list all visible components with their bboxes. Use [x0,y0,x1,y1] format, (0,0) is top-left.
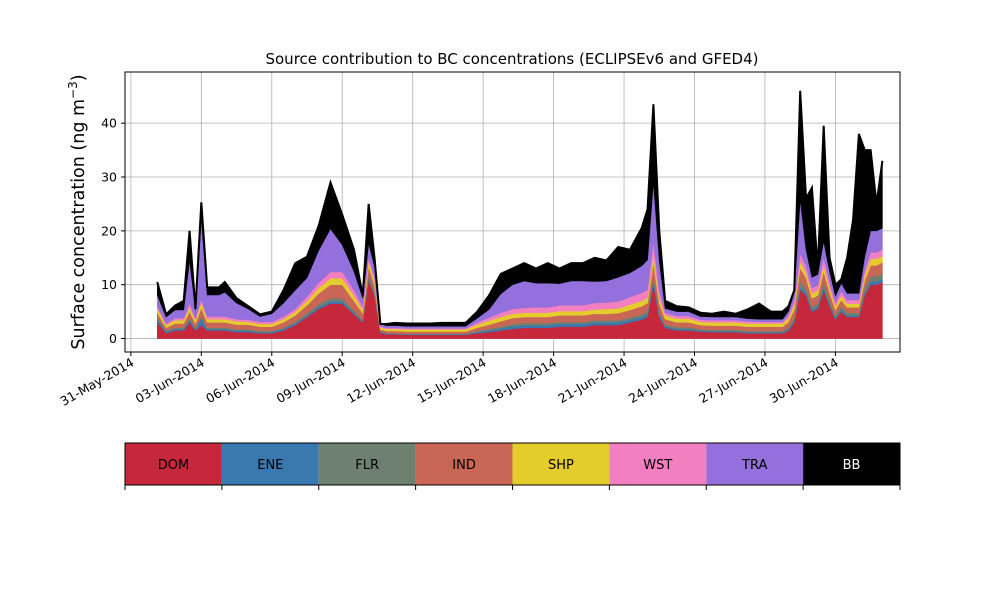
y-tick-label: 40 [101,116,117,131]
legend-label-ind: IND [452,458,476,473]
legend-swatch-bb [803,443,900,485]
x-tick-label: 09-Jun-2014 [274,355,348,406]
x-tick-label: 15-Jun-2014 [414,355,488,406]
legend-label-wst: WST [643,458,672,473]
y-axis-ticks: 0 10 20 30 40 [101,116,125,346]
legend-label-dom: DOM [158,458,189,473]
x-tick-label: 27-Jun-2014 [696,355,770,406]
x-tick-label: 18-Jun-2014 [485,355,559,406]
legend-label-ene: ENE [257,458,283,473]
legend-swatch-ind [415,443,513,485]
chart-title: Source contribution to BC concentrations… [265,50,758,68]
area-tra [156,181,883,329]
stacked-areas [156,90,883,339]
plot-frame [124,71,901,353]
total-line [156,90,884,325]
legend-swatch-tra [706,443,804,485]
y-tick-label: 0 [109,331,117,346]
x-tick-label: 06-Jun-2014 [203,355,277,406]
y-tick-label: 10 [101,277,117,292]
x-tick-label: 12-Jun-2014 [344,355,418,406]
y-tick-label: 30 [101,170,117,185]
legend-swatch-shp [512,443,610,485]
legend-label-shp: SHP [548,458,574,473]
legend-label-tra: TRA [741,458,767,473]
legend-swatch-flr [318,443,416,485]
legend-colorbar: DOM ENE FLR IND SHP WST TRA BB [124,442,901,490]
x-tick-label: 30-Jun-2014 [767,355,841,406]
legend-swatch-dom [125,443,222,485]
legend-swatch-wst [609,443,707,485]
grid-lines [125,72,900,352]
legend-label-bb: BB [843,458,861,473]
x-tick-label: 21-Jun-2014 [555,355,629,406]
x-tick-label: 31-May-2014 [58,355,137,409]
legend-label-flr: FLR [355,458,379,473]
total-outline [156,90,884,325]
x-axis-ticks: 31-May-201403-Jun-201406-Jun-201409-Jun-… [58,352,841,409]
x-tick-label: 24-Jun-2014 [626,355,700,406]
x-tick-label: 03-Jun-2014 [133,355,207,406]
y-axis-label: Surface concentration (ng m−3) [66,74,89,349]
y-tick-label: 20 [101,223,117,238]
legend-swatch-ene [221,443,319,485]
